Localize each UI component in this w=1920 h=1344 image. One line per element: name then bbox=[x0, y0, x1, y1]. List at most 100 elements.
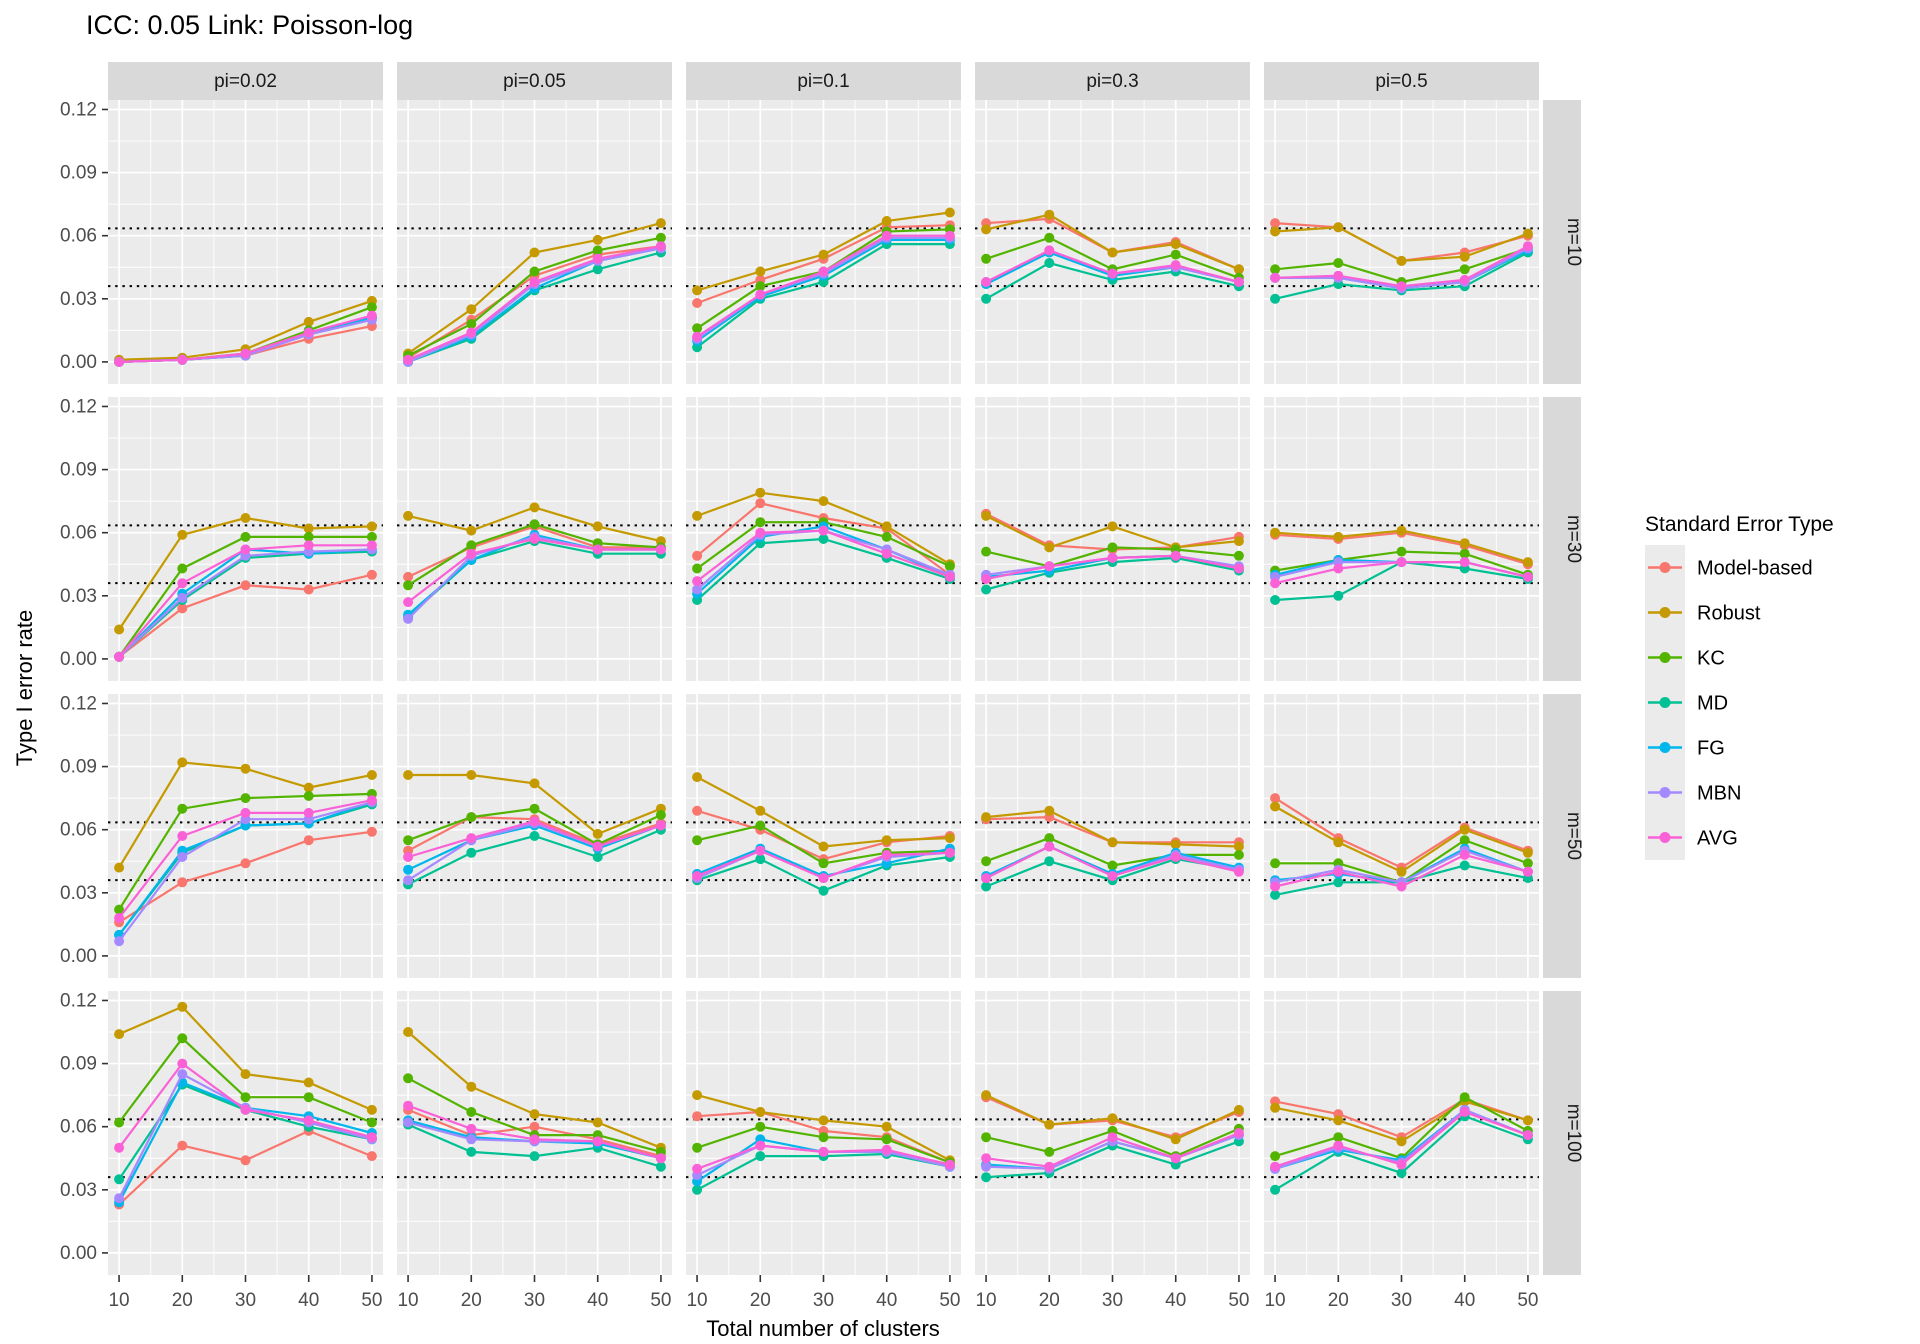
data-point bbox=[366, 540, 377, 551]
facet-strip-pi-0-1: pi=0.1 bbox=[686, 62, 961, 100]
x-axis-tick-label: 40 bbox=[1165, 1290, 1186, 1311]
data-point bbox=[755, 1121, 766, 1132]
series-robust bbox=[114, 513, 377, 635]
y-axis-tick-label: 0.00 bbox=[60, 1243, 97, 1264]
x-axis-tick-label: 30 bbox=[813, 1290, 834, 1311]
data-point bbox=[1522, 866, 1533, 877]
data-point bbox=[755, 805, 766, 816]
data-point bbox=[1459, 1107, 1470, 1117]
legend-item-label: MD bbox=[1697, 693, 1728, 715]
data-point bbox=[692, 550, 703, 561]
data-point bbox=[1522, 571, 1533, 582]
panel-m-10-pi-0-02 bbox=[108, 100, 383, 384]
data-point bbox=[692, 584, 703, 595]
legend-key-point bbox=[1659, 562, 1671, 573]
data-point bbox=[177, 563, 188, 574]
data-point bbox=[881, 216, 892, 226]
x-axis-tick-label: 50 bbox=[650, 1290, 671, 1311]
data-point bbox=[944, 1159, 955, 1170]
data-point bbox=[881, 1121, 892, 1132]
legend-item-label: MBN bbox=[1697, 783, 1741, 805]
data-point bbox=[1044, 1161, 1055, 1172]
data-point bbox=[692, 871, 703, 881]
panel-m-30-pi-0-05 bbox=[397, 397, 672, 681]
series-kc bbox=[981, 833, 1244, 871]
data-point bbox=[177, 877, 188, 888]
data-point bbox=[1044, 258, 1055, 268]
legend-item-label: Model-based bbox=[1697, 558, 1813, 580]
data-point bbox=[466, 770, 477, 780]
data-point bbox=[403, 613, 414, 624]
data-point bbox=[403, 571, 414, 582]
data-point bbox=[755, 845, 766, 856]
data-point bbox=[1396, 881, 1407, 892]
data-point bbox=[1233, 1104, 1244, 1115]
y-axis-tick-label: 0.09 bbox=[60, 1054, 97, 1075]
panel-m-30-pi-0-02 bbox=[108, 397, 383, 681]
y-axis-tick-label: 0.09 bbox=[60, 163, 97, 184]
data-point bbox=[1044, 841, 1055, 852]
data-point bbox=[1333, 837, 1344, 848]
x-axis-tick-label: 20 bbox=[461, 1290, 482, 1311]
y-axis-tick-label: 0.03 bbox=[60, 289, 97, 310]
data-point bbox=[177, 354, 188, 365]
legend: Standard Error Type Model-based Robust KC MD… bbox=[1645, 513, 1834, 860]
data-point bbox=[1170, 260, 1181, 271]
panel-m-50-pi-0-02 bbox=[108, 694, 383, 978]
series-robust bbox=[1270, 801, 1533, 877]
data-point bbox=[240, 531, 251, 542]
data-point bbox=[1044, 856, 1055, 867]
data-point bbox=[240, 858, 251, 869]
data-point bbox=[881, 835, 892, 846]
data-point bbox=[981, 574, 992, 584]
data-point bbox=[366, 1104, 377, 1115]
data-point bbox=[592, 1136, 603, 1147]
data-point bbox=[1333, 531, 1344, 542]
series-avg bbox=[114, 540, 377, 662]
data-point bbox=[177, 803, 188, 814]
data-point bbox=[981, 224, 992, 235]
x-axis-tick-label: 10 bbox=[397, 1290, 418, 1311]
data-point bbox=[240, 1092, 251, 1103]
legend-item-mbn: MBN bbox=[1645, 770, 1741, 815]
data-point bbox=[1270, 889, 1281, 900]
legend-key-point bbox=[1659, 607, 1671, 618]
data-point bbox=[1333, 590, 1344, 601]
data-point bbox=[1170, 852, 1181, 862]
data-point bbox=[881, 849, 892, 860]
data-point bbox=[655, 218, 666, 229]
data-point bbox=[1333, 1140, 1344, 1151]
data-point bbox=[944, 847, 955, 858]
facet-strip-m-100: m=100 bbox=[1543, 991, 1584, 1275]
data-point bbox=[403, 852, 414, 862]
data-point bbox=[981, 584, 992, 595]
data-point bbox=[303, 807, 314, 818]
data-point bbox=[303, 531, 314, 542]
data-point bbox=[1459, 274, 1470, 285]
data-point bbox=[1270, 226, 1281, 237]
data-point bbox=[1107, 837, 1118, 848]
legend-item-md: MD bbox=[1645, 680, 1728, 725]
data-point bbox=[403, 1073, 414, 1084]
y-axis-tick-label: 0.06 bbox=[60, 1117, 97, 1138]
x-axis-tick-label: 10 bbox=[1264, 1290, 1285, 1311]
data-point bbox=[1170, 239, 1181, 250]
data-point bbox=[1459, 1092, 1470, 1103]
data-point bbox=[592, 264, 603, 275]
data-point bbox=[1233, 1128, 1244, 1138]
data-point bbox=[655, 1161, 666, 1172]
data-point bbox=[177, 578, 188, 589]
data-point bbox=[1459, 860, 1470, 871]
data-point bbox=[755, 1140, 766, 1151]
data-point bbox=[1233, 866, 1244, 877]
data-point bbox=[592, 841, 603, 852]
series-avg bbox=[403, 241, 666, 365]
data-point bbox=[981, 253, 992, 264]
series-robust bbox=[981, 209, 1244, 275]
data-point bbox=[466, 1107, 477, 1117]
data-point bbox=[692, 298, 703, 308]
svg-text:pi=0.05: pi=0.05 bbox=[503, 71, 566, 92]
data-point bbox=[403, 1027, 414, 1037]
data-point bbox=[1107, 268, 1118, 279]
data-point bbox=[529, 519, 540, 530]
